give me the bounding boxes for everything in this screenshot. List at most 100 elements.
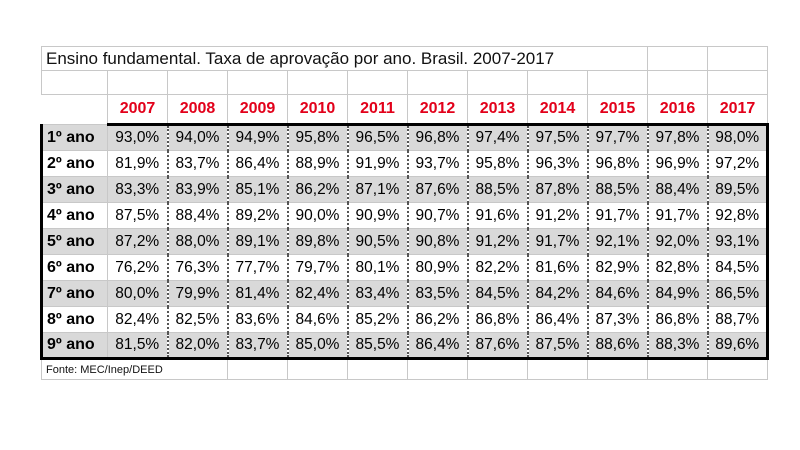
rate-cell: 91,2%: [527, 202, 589, 229]
rate-cell: 98,0%: [707, 124, 769, 151]
rate-cell: 83,5%: [407, 280, 469, 307]
rate-cell: 80,1%: [347, 254, 409, 281]
rate-cell: 80,0%: [107, 280, 169, 307]
rate-cell: 95,8%: [467, 150, 529, 177]
rate-cell: 88,4%: [167, 202, 229, 229]
rate-cell: 84,6%: [587, 280, 649, 307]
row-label: 8º ano: [40, 306, 108, 333]
rate-cell: 89,1%: [227, 228, 289, 255]
year-header-2015: 2015: [587, 94, 648, 126]
empty-cell: [647, 358, 708, 380]
empty-cell: [527, 70, 588, 95]
empty-cell: [41, 70, 108, 95]
rate-cell: 93,1%: [707, 228, 769, 255]
rate-cell: 86,4%: [407, 332, 469, 360]
rate-cell: 85,2%: [347, 306, 409, 333]
rate-cell: 87,6%: [467, 332, 529, 360]
rate-cell: 91,7%: [527, 228, 589, 255]
year-header-2010: 2010: [287, 94, 348, 126]
empty-cell: [287, 70, 348, 95]
rate-cell: 88,4%: [647, 176, 709, 203]
rate-cell: 90,5%: [347, 228, 409, 255]
rate-cell: 95,8%: [287, 124, 349, 151]
year-header-2014: 2014: [527, 94, 588, 126]
empty-cell: [41, 94, 108, 125]
table-row: 5º ano 87,2% 88,0% 89,1% 89,8% 90,5% 90,8% 91,2…: [40, 228, 769, 255]
table-row: 1º ano 93,0% 94,0% 94,9% 95,8% 96,5% 96,8% 97,4…: [40, 124, 769, 151]
table-row: 6º ano 76,2% 76,3% 77,7% 79,7% 80,1% 80,9% 82,2…: [40, 254, 769, 281]
rate-cell: 79,9%: [167, 280, 229, 307]
rate-cell: 86,5%: [707, 280, 769, 307]
year-header-2016: 2016: [647, 94, 708, 126]
rate-cell: 91,9%: [347, 150, 409, 177]
rate-cell: 86,2%: [287, 176, 349, 203]
empty-cell: [287, 358, 348, 380]
empty-cell: [467, 358, 528, 380]
approval-rate-table: Ensino fundamental. Taxa de aprovação po…: [40, 46, 769, 380]
table-row: 4º ano 87,5% 88,4% 89,2% 90,0% 90,9% 90,7% 91,6…: [40, 202, 769, 229]
rate-cell: 91,7%: [647, 202, 709, 229]
rate-cell: 87,8%: [527, 176, 589, 203]
year-header-2008: 2008: [167, 94, 228, 126]
table-row: 9º ano 81,5% 82,0% 83,7% 85,0% 85,5% 86,4% 87,6…: [40, 332, 769, 360]
rate-cell: 83,7%: [167, 150, 229, 177]
empty-cell: [467, 70, 528, 95]
rate-cell: 88,7%: [707, 306, 769, 333]
rate-cell: 87,3%: [587, 306, 649, 333]
empty-cell: [587, 70, 648, 95]
rate-cell: 89,2%: [227, 202, 289, 229]
rate-cell: 84,2%: [527, 280, 589, 307]
row-label: 2º ano: [40, 150, 108, 177]
rate-cell: 89,6%: [707, 332, 769, 360]
empty-cell: [587, 358, 648, 380]
rate-cell: 88,3%: [647, 332, 709, 360]
rate-cell: 96,8%: [407, 124, 469, 151]
rate-cell: 81,6%: [527, 254, 589, 281]
row-label: 3º ano: [40, 176, 108, 203]
rate-cell: 94,9%: [227, 124, 289, 151]
rate-cell: 84,5%: [467, 280, 529, 307]
rate-cell: 84,5%: [707, 254, 769, 281]
empty-cell: [347, 70, 408, 95]
empty-cell: [707, 358, 768, 380]
rate-cell: 97,4%: [467, 124, 529, 151]
year-header-2017: 2017: [707, 94, 768, 126]
row-label: 9º ano: [40, 332, 108, 360]
empty-cell: [347, 358, 408, 380]
rate-cell: 76,2%: [107, 254, 169, 281]
rate-cell: 96,9%: [647, 150, 709, 177]
rate-cell: 86,2%: [407, 306, 469, 333]
rate-cell: 76,3%: [167, 254, 229, 281]
empty-cell: [707, 46, 768, 71]
rate-cell: 92,1%: [587, 228, 649, 255]
rate-cell: 97,8%: [647, 124, 709, 151]
rate-cell: 77,7%: [227, 254, 289, 281]
rate-cell: 91,7%: [587, 202, 649, 229]
rate-cell: 84,6%: [287, 306, 349, 333]
rate-cell: 81,4%: [227, 280, 289, 307]
rate-cell: 97,5%: [527, 124, 589, 151]
rate-cell: 90,0%: [287, 202, 349, 229]
rate-cell: 96,5%: [347, 124, 409, 151]
source-note: Fonte: MEC/Inep/DEED: [41, 358, 228, 380]
year-header-2007: 2007: [107, 94, 168, 126]
rate-cell: 89,5%: [707, 176, 769, 203]
table-title: Ensino fundamental. Taxa de aprovação po…: [41, 46, 648, 71]
rate-cell: 92,0%: [647, 228, 709, 255]
rate-cell: 88,5%: [587, 176, 649, 203]
rate-cell: 90,9%: [347, 202, 409, 229]
rate-cell: 88,9%: [287, 150, 349, 177]
table-row: 2º ano 81,9% 83,7% 86,4% 88,9% 91,9% 93,7% 95,8…: [40, 150, 769, 177]
rate-cell: 83,6%: [227, 306, 289, 333]
rate-cell: 97,2%: [707, 150, 769, 177]
rate-cell: 87,5%: [527, 332, 589, 360]
rate-cell: 97,7%: [587, 124, 649, 151]
rate-cell: 82,2%: [467, 254, 529, 281]
rate-cell: 82,5%: [167, 306, 229, 333]
empty-cell: [227, 70, 288, 95]
rate-cell: 92,8%: [707, 202, 769, 229]
rate-cell: 80,9%: [407, 254, 469, 281]
empty-cell: [527, 358, 588, 380]
rate-cell: 81,5%: [107, 332, 169, 360]
year-header-2009: 2009: [227, 94, 288, 126]
